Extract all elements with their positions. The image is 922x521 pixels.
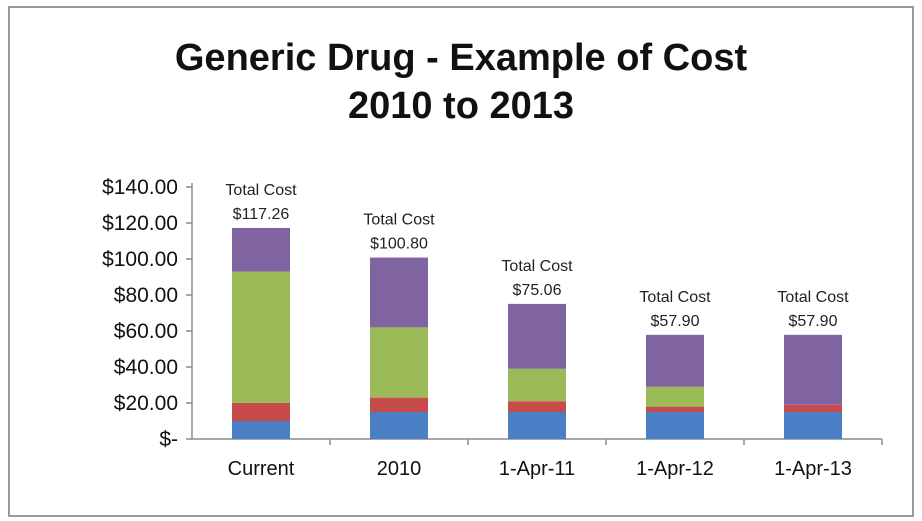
bar-segment <box>232 227 290 272</box>
bar-segment <box>508 303 566 369</box>
bar-segment <box>370 327 428 398</box>
bar-segment <box>370 257 428 328</box>
data-label-title: Total Cost <box>363 212 435 229</box>
bar-segment <box>784 334 842 405</box>
y-tick-label: $100.00 <box>102 248 178 271</box>
data-label-value: $57.90 <box>789 313 838 330</box>
y-tick-label: $140.00 <box>102 176 178 199</box>
x-tick-label: 1-Apr-11 <box>499 458 575 480</box>
bar-segment <box>784 404 842 412</box>
data-label-value: $117.26 <box>233 206 290 223</box>
chart-subtitle: 2010 to 2013 <box>347 85 575 127</box>
data-label-value: $57.90 <box>651 313 700 330</box>
bar-segment <box>508 412 566 439</box>
x-tick-label: 2010 <box>377 458 422 480</box>
bar-segment <box>646 386 704 407</box>
chart-title-block: Generic Drug - Example of Cost 2010 to 2… <box>0 34 922 130</box>
data-label-title: Total Cost <box>501 258 573 275</box>
data-label-value: $75.06 <box>513 282 562 299</box>
y-tick-label: $120.00 <box>102 212 178 235</box>
bar-segment <box>232 403 290 421</box>
y-tick-label: $20.00 <box>114 392 178 415</box>
bar-segment <box>646 412 704 439</box>
data-label-title: Total Cost <box>639 289 711 306</box>
x-tick-label: Current <box>228 458 295 480</box>
y-tick-label: $40.00 <box>114 356 178 379</box>
chart-title: Generic Drug - Example of Cost <box>174 37 748 79</box>
bar-segment <box>370 397 428 412</box>
bar-segment <box>508 368 566 402</box>
x-tick-label: 1-Apr-12 <box>636 458 714 480</box>
data-label-title: Total Cost <box>777 289 849 306</box>
data-label-title: Total Cost <box>225 182 297 199</box>
bar-segment <box>784 412 842 439</box>
bar-segment <box>232 421 290 439</box>
bar-segment <box>232 271 290 403</box>
bar-segment <box>646 406 704 412</box>
x-tick-label: 1-Apr-13 <box>774 458 852 480</box>
y-tick-label: $60.00 <box>114 320 178 343</box>
bar-segment <box>508 401 566 412</box>
bar-segment <box>370 412 428 439</box>
y-tick-label: $80.00 <box>114 284 178 307</box>
chart-frame <box>8 6 914 517</box>
y-tick-label: $- <box>159 428 178 451</box>
bar-segment <box>646 334 704 387</box>
data-label-value: $100.80 <box>370 236 428 253</box>
